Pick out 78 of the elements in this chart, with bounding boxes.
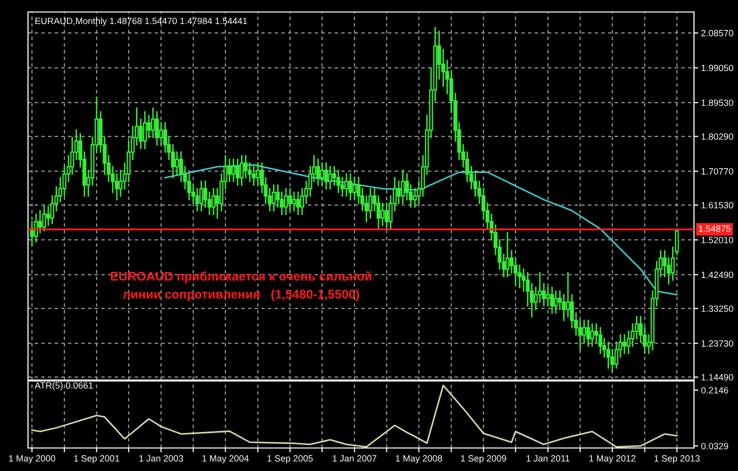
candlestick (272, 184, 276, 212)
y-tick-label: 2.08570 (701, 30, 734, 36)
candlestick (546, 286, 550, 306)
candlestick (316, 158, 320, 186)
candlestick (582, 320, 586, 344)
candlestick (598, 326, 602, 354)
candlestick (38, 210, 42, 234)
candlestick (606, 342, 610, 369)
x-tick-label: 1 May 2008 (396, 455, 442, 464)
candlestick (586, 320, 590, 347)
y-tick-label: 1.70770 (702, 168, 734, 175)
candlestick (212, 188, 216, 215)
candlestick (159, 122, 164, 146)
candlestick (380, 202, 385, 226)
candlestick (566, 272, 570, 318)
y-tick-label: 1.33250 (702, 305, 734, 312)
candlestick (368, 188, 372, 219)
x-tick-label: 1 Jan 2011 (526, 455, 570, 462)
candlestick (228, 158, 232, 182)
y-tick-label: 1.42490 (702, 272, 734, 278)
x-tick-label: 1 May 2000 (9, 455, 56, 464)
candlestick (195, 188, 200, 212)
x-tick-label: 1 Sep 2009 (461, 455, 506, 464)
x-tick-label: 1 Sep 2001 (74, 455, 120, 464)
text: EURAUD,Monthly 1.48768 1.54470 1.47984 1.54441 (35, 18, 248, 26)
candlestick (232, 158, 236, 182)
candlestick (320, 162, 324, 186)
candlestick (296, 192, 300, 215)
candlestick (46, 206, 50, 226)
x-tick-label: 1 Sep 2013 (654, 455, 700, 464)
y-tick-label: 1.80290 (702, 133, 734, 140)
candlestick (142, 111, 147, 150)
x-tick-label: 1 Jan 2003 (139, 455, 184, 462)
candlestick (256, 162, 260, 186)
candlestick (400, 170, 405, 204)
y-tick-label: 1.14490 (702, 374, 734, 380)
candlestick (336, 170, 340, 194)
candlestick (42, 204, 46, 232)
y-tick-label: 1.23730 (702, 340, 734, 347)
candlestick (622, 334, 626, 354)
y-tick-label: 1.99050 (702, 64, 734, 72)
candlestick (244, 155, 248, 178)
candlestick (151, 108, 155, 138)
y-tick-label: 1.61530 (702, 202, 734, 208)
candlestick (590, 323, 594, 347)
candlestick (505, 232, 510, 278)
candlestick (554, 290, 558, 314)
candlestick (328, 166, 332, 190)
candlestick (288, 188, 292, 212)
candlestick (155, 111, 159, 146)
candlestick (384, 202, 389, 230)
candlestick (236, 158, 240, 186)
candlestick (324, 162, 328, 190)
candlestick (396, 180, 401, 204)
candlestick (175, 151, 179, 175)
candlestick (562, 294, 566, 322)
y-tick-label: 0.0329 (701, 442, 728, 450)
candlestick (352, 177, 356, 200)
y-tick-label: 1.52010 (702, 236, 734, 244)
candlestick (550, 286, 554, 314)
y-tick-label: 1.89530 (702, 100, 734, 106)
x-tick-label: 1 May 2004 (202, 455, 249, 464)
candlestick (240, 155, 244, 186)
candlestick (292, 192, 296, 212)
candlestick (146, 114, 151, 138)
candlestick (34, 214, 38, 242)
y-tick-label: 0.2146 (701, 387, 728, 394)
candlestick (252, 166, 256, 186)
x-tick-label: 1 Sep 2005 (268, 455, 313, 464)
ref-line-label: 1.54875 (698, 225, 730, 232)
x-tick-label: 1 May 2012 (589, 455, 636, 464)
candlestick (348, 173, 352, 200)
annotation: EUROAUD приближается к очень сильной линии сопротивления (1,5480-1,5500) (110, 271, 372, 302)
candlestick (284, 188, 288, 215)
candlestick (199, 180, 204, 212)
x-tick-label: 1 Jan 2007 (332, 455, 376, 462)
chart-title: ATR(5) 0.0661 (34, 382, 93, 390)
candlestick (344, 173, 348, 197)
